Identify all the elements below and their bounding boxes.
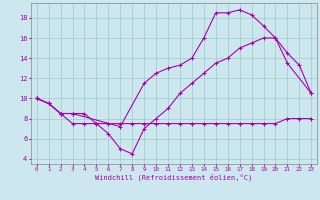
X-axis label: Windchill (Refroidissement éolien,°C): Windchill (Refroidissement éolien,°C) <box>95 174 252 181</box>
